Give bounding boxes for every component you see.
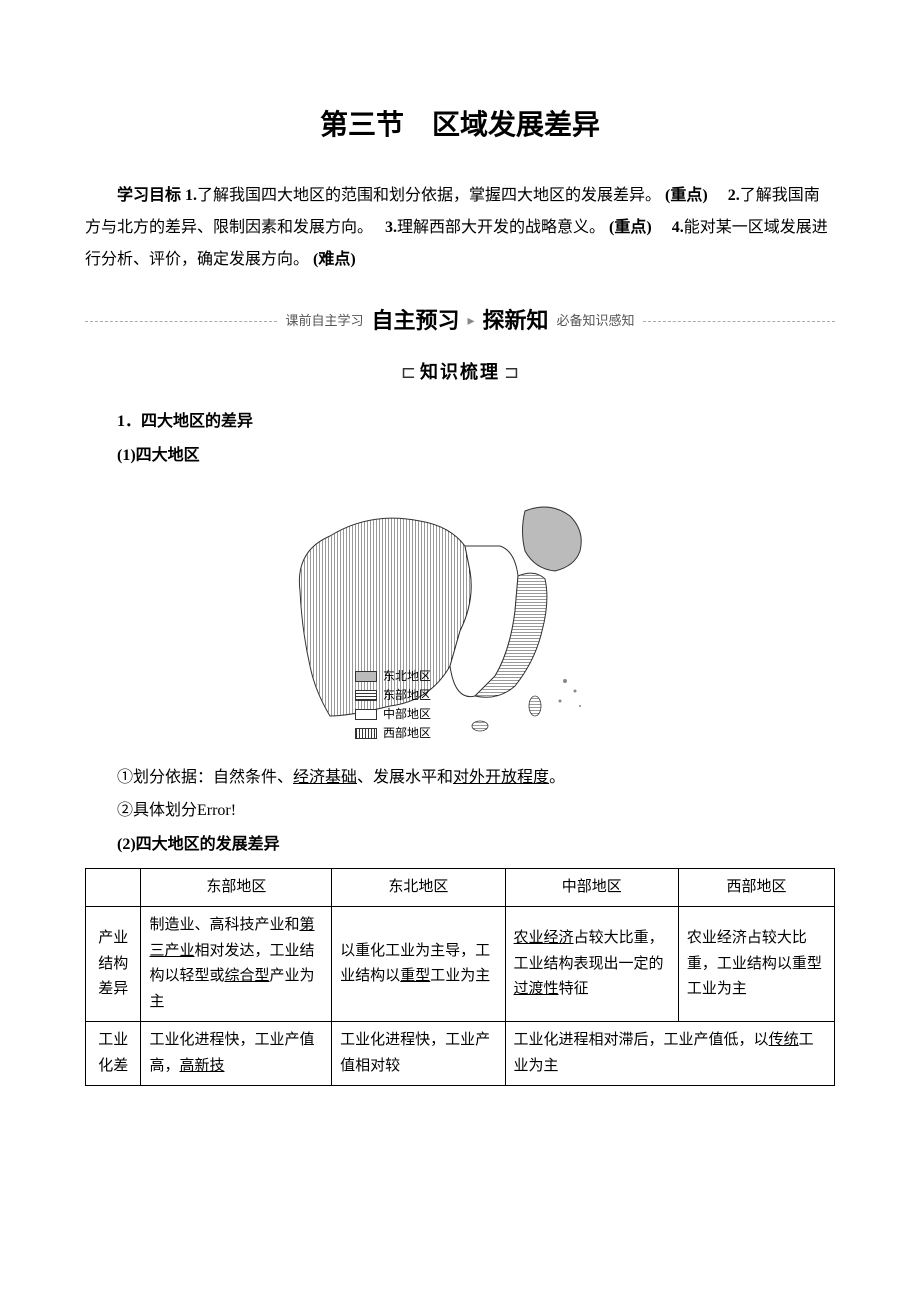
legend-box-west <box>355 728 377 739</box>
criteria-mid: 、发展水平和 <box>357 769 453 786</box>
legend-label-east: 东部地区 <box>383 686 431 705</box>
china-map: 东北地区 东部地区 中部地区 西部地区 <box>85 491 835 744</box>
obj4-tag: (难点) <box>313 251 356 268</box>
division-line: ②具体划分Error! <box>85 797 835 826</box>
th-northeast: 东北地区 <box>332 868 505 907</box>
section-right-label: 必备知识感知 <box>557 309 635 332</box>
r1e-u2: 综合型 <box>224 968 269 984</box>
section-main-right: 探新知 <box>483 301 549 341</box>
bracket-left-icon: ⊏ <box>401 356 416 388</box>
section-left-label: 课前自主学习 <box>285 309 363 332</box>
heading-1: 1．四大地区的差异 <box>85 408 835 437</box>
table-row-industrialization: 工业化差 工业化进程快，工业产值高，高新技 工业化进程快，工业产值相对较 工业化… <box>86 1022 835 1086</box>
sub-heading-1: (1)四大地区 <box>85 442 835 471</box>
section-main-left: 自主预习 <box>371 301 459 341</box>
obj1-text: 了解我国四大地区的范围和划分依据，掌握四大地区的发展差异。 <box>197 187 661 204</box>
row1-east: 制造业、高科技产业和第三产业相对发达，工业结构以轻型或综合型产业为主 <box>141 907 332 1022</box>
legend-box-northeast <box>355 671 377 682</box>
sub-heading-2: (2)四大地区的发展差异 <box>85 831 835 860</box>
th-east: 东部地区 <box>141 868 332 907</box>
obj3-num: 3. <box>385 219 397 236</box>
r2e-u1: 高新技 <box>179 1058 224 1074</box>
row1-label: 产业结构差异 <box>86 907 141 1022</box>
island-dot <box>574 689 577 692</box>
obj4-num: 4. <box>672 219 684 236</box>
table-header-row: 东部地区 东北地区 中部地区 西部地区 <box>86 868 835 907</box>
legend-box-central <box>355 709 377 720</box>
r1n-u1: 重型 <box>400 968 430 984</box>
legend-box-east <box>355 690 377 701</box>
taiwan-island <box>529 696 541 716</box>
th-central: 中部地区 <box>505 868 678 907</box>
dash-left <box>85 321 277 322</box>
island-dot <box>579 705 581 707</box>
obj-prefix: 学习目标 <box>117 187 181 204</box>
obj1-tag: (重点) <box>665 187 708 204</box>
legend-central: 中部地区 <box>355 705 431 724</box>
criteria-suffix: 。 <box>549 769 565 786</box>
island-dot <box>559 699 562 702</box>
legend-northeast: 东北地区 <box>355 667 431 686</box>
northeast-region <box>523 507 582 571</box>
th-west: 西部地区 <box>678 868 834 907</box>
obj1-num: 1. <box>185 187 197 204</box>
obj2-num: 2. <box>728 187 740 204</box>
r1n-p2: 工业为主 <box>430 968 490 984</box>
table-row-industry: 产业结构差异 制造业、高科技产业和第三产业相对发达，工业结构以轻型或综合型产业为… <box>86 907 835 1022</box>
row1-west: 农业经济占较大比重，工业结构以重型工业为主 <box>678 907 834 1022</box>
row2-east: 工业化进程快，工业产值高，高新技 <box>141 1022 332 1086</box>
th-blank <box>86 868 141 907</box>
subsection-title: 知识梳理 <box>420 356 500 388</box>
r1m-p2: 特征 <box>559 981 589 997</box>
r2e-p1: 工业化进程快，工业产值高， <box>149 1032 314 1074</box>
legend-label-northeast: 东北地区 <box>383 667 431 686</box>
r1m-u1: 农业经济 <box>514 930 574 946</box>
criteria-u2: 对外开放程度 <box>453 769 549 786</box>
criteria-line: ①划分依据：自然条件、经济基础、发展水平和对外开放程度。 <box>85 764 835 793</box>
obj3-text: 理解西部大开发的战略意义。 <box>397 219 605 236</box>
chevron-icon: ▸ <box>467 309 474 334</box>
r2m-p1: 工业化进程相对滞后，工业产值低，以 <box>514 1032 769 1048</box>
r1e-p1: 制造业、高科技产业和 <box>149 917 299 933</box>
section-header-row: 课前自主学习 自主预习 ▸ 探新知 必备知识感知 <box>85 301 835 341</box>
subsection-header: ⊏ 知识梳理 ⊐ <box>85 356 835 388</box>
map-legend: 东北地区 东部地区 中部地区 西部地区 <box>355 667 475 744</box>
row1-central: 农业经济占较大比重，工业结构表现出一定的过渡性特征 <box>505 907 678 1022</box>
page-title: 第三节 区域发展差异 <box>85 100 835 150</box>
row2-northeast: 工业化进程快，工业产值相对较 <box>332 1022 505 1086</box>
row1-northeast: 以重化工业为主导，工业结构以重型工业为主 <box>332 907 505 1022</box>
row2-merged: 工业化进程相对滞后，工业产值低，以传统工业为主 <box>505 1022 834 1086</box>
legend-east: 东部地区 <box>355 686 431 705</box>
legend-label-west: 西部地区 <box>383 724 431 743</box>
r1m-u2: 过渡性 <box>514 981 559 997</box>
dash-right <box>643 321 835 322</box>
row2-label: 工业化差 <box>86 1022 141 1086</box>
island-dot <box>563 679 567 683</box>
differences-table: 东部地区 东北地区 中部地区 西部地区 产业结构差异 制造业、高科技产业和第三产… <box>85 868 835 1087</box>
criteria-prefix: ①划分依据：自然条件、 <box>117 769 293 786</box>
obj3-tag: (重点) <box>609 219 652 236</box>
criteria-u1: 经济基础 <box>293 769 357 786</box>
bracket-right-icon: ⊐ <box>504 356 519 388</box>
r2m-u1: 传统 <box>769 1032 799 1048</box>
legend-west: 西部地区 <box>355 724 431 743</box>
legend-label-central: 中部地区 <box>383 705 431 724</box>
learning-objectives: 学习目标 1.了解我国四大地区的范围和划分依据，掌握四大地区的发展差异。 (重点… <box>85 180 835 276</box>
